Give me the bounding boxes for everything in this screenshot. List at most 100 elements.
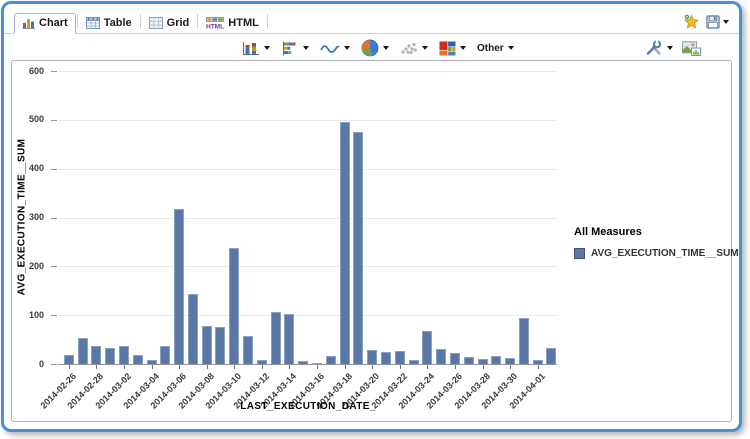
y-axis-tick — [51, 364, 57, 365]
line-chart-caret[interactable] — [344, 46, 350, 50]
column-chart-button[interactable] — [242, 41, 270, 56]
y-axis-tick-label: 600 — [28, 65, 44, 76]
bar[interactable] — [298, 361, 309, 364]
x-axis-tick — [151, 365, 153, 369]
line-chart-icon — [320, 45, 340, 53]
html-tab-icon: HTML — [206, 17, 225, 29]
tab-chart[interactable]: Chart — [14, 13, 76, 34]
bar[interactable] — [105, 348, 116, 364]
y-axis-tick-label: 400 — [28, 163, 44, 174]
line-chart-button[interactable] — [320, 41, 350, 55]
x-axis-line — [58, 364, 557, 365]
tab-html-label: HTML — [228, 17, 259, 29]
chart-type-toolbar: Other — [4, 34, 739, 62]
export-image-icon[interactable] — [682, 40, 701, 56]
bar[interactable] — [63, 355, 74, 364]
bar[interactable] — [270, 312, 281, 364]
tab-html[interactable]: HTML HTML — [199, 14, 266, 33]
bar[interactable] — [118, 346, 129, 364]
bar[interactable] — [187, 294, 198, 364]
add-favorite-star-icon[interactable] — [684, 14, 699, 29]
x-axis-title: LAST_EXECUTION_DATE_ — [240, 401, 376, 412]
chart-viewer-frame: Chart Table Grid — [1, 1, 742, 432]
bar[interactable] — [449, 353, 460, 364]
bar[interactable] — [160, 346, 171, 364]
x-axis-tick — [317, 365, 319, 369]
bar[interactable] — [229, 248, 240, 364]
x-axis-tick — [510, 365, 512, 369]
bar[interactable] — [422, 331, 433, 364]
scatter-chart-button[interactable] — [400, 41, 428, 55]
bar[interactable] — [215, 327, 226, 364]
chart-tab-icon — [22, 19, 35, 29]
bar[interactable] — [339, 122, 350, 364]
bar[interactable] — [353, 132, 364, 364]
other-chart-types-button[interactable]: Other — [477, 43, 514, 54]
bar[interactable] — [91, 346, 102, 364]
bar[interactable] — [491, 356, 502, 364]
bar[interactable] — [532, 360, 543, 364]
tab-divider — [139, 14, 141, 28]
bar-chart-plot: 0 100 200 300 400 500 600 2014-02-26 2014-02-28 2… — [12, 61, 731, 421]
heatmap-chart-button[interactable] — [439, 41, 466, 56]
y-gridline — [59, 119, 557, 121]
y-axis-tick-label: 0 — [38, 358, 44, 369]
chart-settings-button[interactable] — [645, 40, 673, 56]
tab-grid-label: Grid — [166, 17, 190, 29]
bar[interactable] — [367, 350, 378, 364]
legend-item[interactable]: AVG_EXECUTION_TIME__SUM — [574, 248, 739, 259]
bar[interactable] — [312, 363, 323, 364]
column-chart-caret[interactable] — [264, 46, 270, 50]
save-icon[interactable] — [706, 14, 720, 29]
bar[interactable] — [243, 336, 254, 364]
tab-grid[interactable]: Grid — [142, 14, 197, 33]
x-axis-tick — [68, 365, 70, 369]
bar[interactable] — [284, 314, 295, 364]
bar[interactable] — [505, 358, 516, 364]
bar[interactable] — [256, 360, 267, 364]
bar-chart-caret[interactable] — [303, 46, 309, 50]
scatter-chart-caret[interactable] — [422, 46, 428, 50]
bar[interactable] — [436, 349, 447, 364]
bar[interactable] — [325, 356, 336, 364]
grid-tab-icon — [148, 17, 163, 29]
tab-divider — [197, 14, 199, 28]
x-axis-tick — [344, 365, 346, 369]
y-gridline — [59, 266, 557, 268]
settings-tools-icon — [646, 40, 662, 55]
x-axis-tick-label: 2014-04-01 — [507, 371, 547, 411]
bar[interactable] — [518, 318, 529, 364]
tab-table-label: Table — [103, 17, 132, 29]
heatmap-chart-icon — [439, 41, 456, 55]
bar[interactable] — [132, 355, 143, 364]
column-chart-icon — [243, 41, 259, 55]
bar[interactable] — [546, 348, 557, 364]
bar[interactable] — [146, 360, 157, 364]
x-axis-tick — [454, 365, 456, 369]
tab-chart-label: Chart — [39, 17, 68, 29]
bar[interactable] — [394, 351, 405, 364]
x-axis-tick — [96, 365, 98, 369]
save-dropdown-caret[interactable] — [723, 19, 729, 24]
heatmap-chart-caret[interactable] — [460, 46, 466, 50]
y-axis-tick-label: 500 — [28, 114, 44, 125]
pie-chart-button[interactable] — [361, 39, 389, 57]
y-gridline — [59, 217, 557, 219]
bar[interactable] — [408, 360, 419, 364]
chart-settings-caret[interactable] — [667, 46, 673, 50]
pie-chart-caret[interactable] — [383, 46, 389, 50]
table-tab-icon — [85, 17, 100, 29]
bar[interactable] — [174, 209, 185, 364]
bar[interactable] — [77, 338, 88, 364]
bar[interactable] — [201, 326, 212, 364]
other-chart-types-caret[interactable] — [507, 46, 514, 50]
bar[interactable] — [380, 352, 391, 364]
x-axis-tick — [261, 365, 263, 369]
y-axis-title: AVG_EXECUTION_TIME__SUM — [16, 138, 28, 296]
y-axis-tick — [51, 119, 57, 121]
tab-table[interactable]: Table — [79, 14, 139, 33]
bar-chart-button[interactable] — [281, 41, 309, 56]
bar[interactable] — [477, 359, 488, 364]
bar[interactable] — [463, 357, 474, 364]
y-axis-tick — [51, 315, 57, 317]
